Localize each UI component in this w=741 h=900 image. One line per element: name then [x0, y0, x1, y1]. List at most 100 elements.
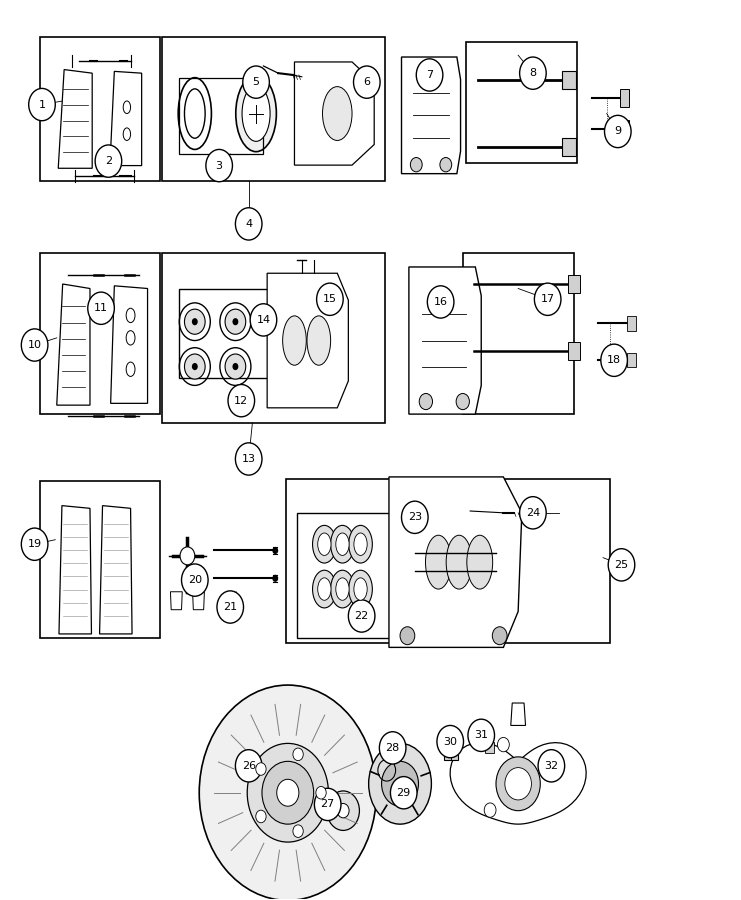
Circle shape — [228, 384, 255, 417]
Circle shape — [87, 292, 114, 324]
Text: 22: 22 — [354, 611, 369, 621]
Circle shape — [608, 549, 635, 581]
Circle shape — [21, 328, 48, 361]
Polygon shape — [110, 286, 147, 403]
Bar — [568, 275, 580, 293]
Bar — [40, 37, 160, 181]
Text: 3: 3 — [216, 160, 222, 171]
Text: 32: 32 — [545, 760, 559, 770]
Ellipse shape — [425, 536, 451, 590]
Circle shape — [348, 599, 375, 632]
Polygon shape — [268, 274, 348, 408]
Ellipse shape — [225, 309, 246, 334]
Text: 7: 7 — [426, 70, 433, 80]
Ellipse shape — [330, 526, 354, 563]
Circle shape — [416, 58, 443, 91]
Circle shape — [456, 393, 469, 410]
Ellipse shape — [349, 526, 372, 563]
Circle shape — [236, 750, 262, 782]
Circle shape — [316, 284, 343, 315]
Text: 4: 4 — [245, 219, 252, 229]
Text: 8: 8 — [529, 68, 536, 78]
Circle shape — [337, 804, 349, 818]
Circle shape — [199, 685, 376, 900]
Ellipse shape — [336, 533, 349, 555]
Bar — [445, 737, 458, 760]
Circle shape — [182, 564, 208, 596]
Ellipse shape — [467, 536, 493, 590]
Bar — [179, 77, 264, 154]
Circle shape — [492, 626, 507, 644]
Ellipse shape — [282, 316, 306, 365]
Ellipse shape — [349, 571, 372, 608]
Bar — [162, 253, 385, 423]
Text: 31: 31 — [474, 730, 488, 741]
Ellipse shape — [185, 309, 205, 334]
Circle shape — [411, 158, 422, 172]
Circle shape — [256, 762, 266, 775]
Polygon shape — [59, 506, 91, 634]
Text: 16: 16 — [433, 297, 448, 307]
Circle shape — [21, 528, 48, 561]
Ellipse shape — [336, 578, 349, 600]
Circle shape — [316, 787, 326, 799]
Ellipse shape — [354, 533, 368, 555]
Circle shape — [262, 761, 313, 824]
Circle shape — [497, 737, 509, 751]
Circle shape — [538, 750, 565, 782]
Polygon shape — [170, 592, 182, 609]
Circle shape — [605, 115, 631, 148]
Polygon shape — [57, 284, 90, 405]
Circle shape — [468, 719, 494, 752]
Circle shape — [206, 149, 233, 182]
Circle shape — [400, 626, 415, 644]
Text: 6: 6 — [363, 77, 370, 87]
Text: 9: 9 — [614, 127, 622, 137]
Polygon shape — [99, 506, 132, 634]
Text: 2: 2 — [105, 156, 112, 166]
Bar — [285, 479, 611, 643]
Text: 23: 23 — [408, 512, 422, 522]
Polygon shape — [193, 592, 205, 609]
Text: 19: 19 — [27, 539, 41, 549]
Text: 20: 20 — [187, 575, 202, 585]
Bar — [40, 482, 160, 638]
Ellipse shape — [354, 578, 368, 600]
Ellipse shape — [313, 526, 336, 563]
Bar — [296, 513, 404, 638]
Ellipse shape — [225, 354, 246, 379]
Circle shape — [276, 779, 299, 806]
Circle shape — [534, 284, 561, 315]
Circle shape — [95, 145, 122, 177]
Text: 24: 24 — [526, 508, 540, 518]
Ellipse shape — [318, 533, 331, 555]
Polygon shape — [511, 703, 525, 725]
Polygon shape — [450, 742, 586, 824]
Ellipse shape — [307, 316, 330, 365]
Bar — [463, 253, 574, 414]
Circle shape — [250, 304, 276, 336]
Circle shape — [256, 810, 266, 823]
Circle shape — [391, 777, 417, 809]
Text: 18: 18 — [607, 356, 621, 365]
Ellipse shape — [236, 76, 276, 152]
Circle shape — [233, 318, 239, 325]
Ellipse shape — [242, 86, 270, 141]
Circle shape — [601, 344, 628, 376]
Bar — [620, 89, 629, 107]
Circle shape — [293, 748, 303, 760]
Text: 12: 12 — [234, 396, 248, 406]
Circle shape — [440, 158, 452, 172]
Text: 1: 1 — [39, 100, 45, 110]
Circle shape — [402, 501, 428, 534]
Ellipse shape — [185, 354, 205, 379]
Polygon shape — [389, 477, 522, 647]
Circle shape — [217, 591, 244, 623]
Circle shape — [192, 363, 198, 370]
Circle shape — [437, 725, 464, 758]
Text: 15: 15 — [323, 294, 337, 304]
Text: 27: 27 — [321, 799, 335, 809]
Circle shape — [293, 825, 303, 837]
Polygon shape — [59, 69, 92, 168]
Circle shape — [519, 497, 546, 529]
